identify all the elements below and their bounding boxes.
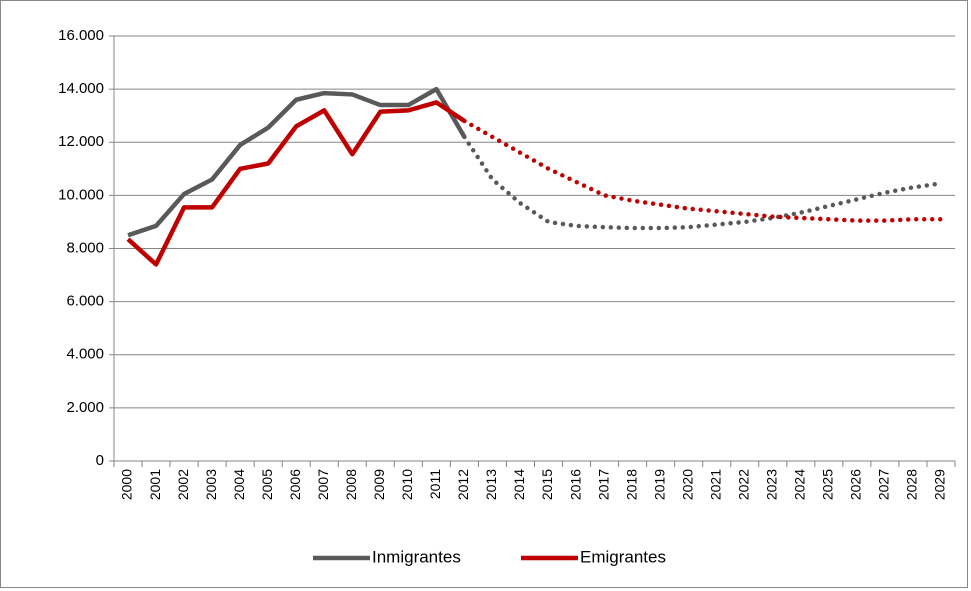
x-tick-label: 2026 bbox=[848, 469, 864, 500]
x-tick-label: 2018 bbox=[623, 469, 639, 500]
x-tick-label: 2024 bbox=[792, 469, 808, 500]
x-tick-label: 2014 bbox=[511, 469, 527, 500]
x-tick-label: 2008 bbox=[343, 469, 359, 500]
x-tick-label: 2013 bbox=[483, 469, 499, 500]
series-line bbox=[126, 100, 466, 267]
x-tick-label: 2016 bbox=[567, 469, 583, 500]
y-tick-label: 16.000 bbox=[58, 27, 104, 44]
x-tick-label: 2019 bbox=[651, 469, 667, 500]
legend-label: Inmigrantes bbox=[372, 547, 461, 566]
x-tick-label: 2004 bbox=[231, 469, 247, 500]
y-tick-label: 6.000 bbox=[66, 293, 104, 310]
x-tick-label: 2020 bbox=[679, 469, 695, 500]
x-tick-label: 2025 bbox=[820, 469, 836, 500]
y-tick-label: 2.000 bbox=[66, 399, 104, 416]
x-tick-label: 2023 bbox=[763, 469, 779, 500]
series-line bbox=[127, 86, 467, 238]
y-tick-label: 14.000 bbox=[58, 80, 104, 97]
x-tick-label: 2022 bbox=[735, 469, 751, 500]
x-tick-label: 2012 bbox=[455, 469, 471, 500]
x-tick-label: 2005 bbox=[259, 469, 275, 500]
y-tick-label: 4.000 bbox=[66, 346, 104, 363]
x-tick-label: 2002 bbox=[175, 469, 191, 500]
x-tick-label: 2011 bbox=[427, 469, 443, 499]
y-tick-label: 0 bbox=[96, 452, 104, 469]
y-tick-label: 8.000 bbox=[66, 239, 104, 256]
x-tick-label: 2003 bbox=[203, 469, 219, 500]
y-tick-label: 10.000 bbox=[58, 186, 104, 203]
x-tick-label: 2007 bbox=[315, 469, 331, 500]
y-tick-label: 12.000 bbox=[58, 133, 104, 150]
x-tick-label: 2006 bbox=[287, 469, 303, 500]
x-tick-label: 2028 bbox=[904, 469, 920, 500]
x-tick-label: 2017 bbox=[595, 469, 611, 500]
projection-line bbox=[462, 118, 944, 223]
x-tick-label: 2010 bbox=[399, 469, 415, 500]
x-tick-label: 2001 bbox=[147, 469, 163, 500]
x-tick-label: 2009 bbox=[371, 469, 387, 500]
x-tick-label: 2029 bbox=[932, 469, 948, 500]
x-tick-label: 2000 bbox=[119, 469, 135, 500]
legend-label: Emigrantes bbox=[580, 547, 666, 566]
x-tick-label: 2021 bbox=[707, 469, 723, 500]
x-tick-label: 2027 bbox=[876, 469, 892, 500]
x-tick-label: 2015 bbox=[539, 469, 555, 500]
